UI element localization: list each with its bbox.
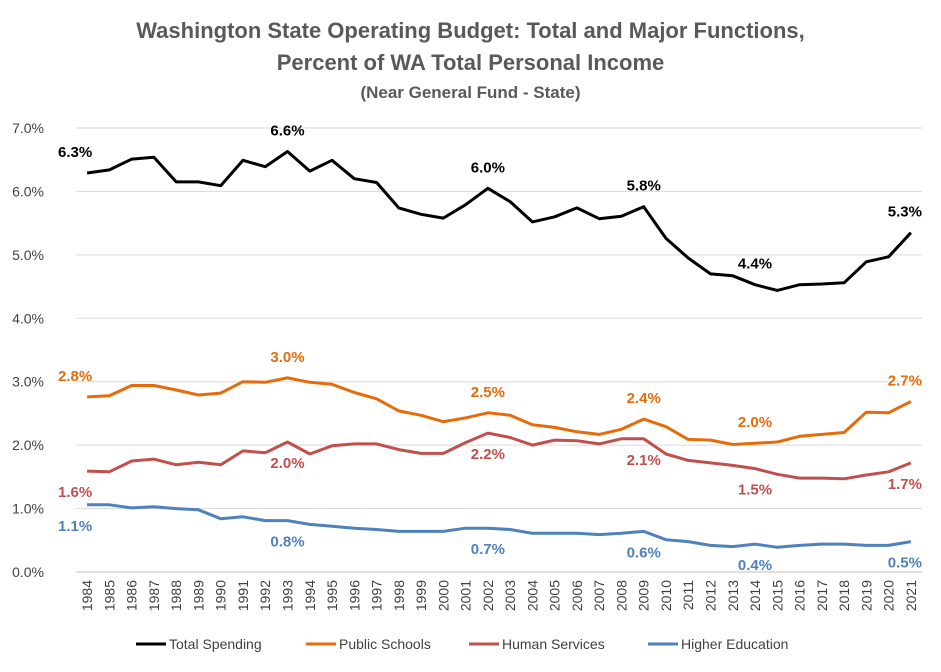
data-label: 1.1% [58, 518, 92, 535]
x-tick-label: 1993 [280, 580, 296, 611]
data-label: 2.4% [627, 390, 661, 407]
x-tick-label: 2006 [569, 580, 585, 611]
data-label: 2.8% [58, 368, 92, 385]
x-tick-label: 1996 [346, 580, 362, 611]
chart-title-line2: Percent of WA Total Personal Income [276, 50, 665, 75]
data-label: 1.6% [58, 484, 92, 501]
y-tick-label: 6.0% [12, 183, 44, 199]
x-tick-label: 2004 [524, 580, 540, 611]
x-tick-label: 1992 [257, 580, 273, 611]
x-tick-label: 2019 [858, 580, 874, 611]
x-tick-label: 2000 [435, 580, 451, 611]
legend-label: Total Spending [169, 636, 262, 652]
x-tick-label: 2014 [747, 580, 763, 611]
data-label: 5.3% [888, 204, 922, 221]
series-line-total-spending [86, 150, 913, 292]
x-tick-label: 2008 [613, 580, 629, 611]
y-tick-label: 5.0% [12, 247, 44, 263]
x-tick-label: 2002 [480, 580, 496, 611]
x-tick-label: 1999 [413, 580, 429, 611]
x-tick-label: 1988 [168, 580, 184, 611]
x-tick-label: 1991 [235, 580, 251, 611]
data-label: 1.5% [738, 482, 772, 499]
series-lines [86, 150, 913, 549]
data-label: 6.3% [58, 144, 92, 161]
data-label: 0.8% [270, 534, 304, 551]
x-tick-label: 2020 [881, 580, 897, 611]
gridlines [76, 127, 922, 510]
x-tick-label: 2021 [903, 580, 919, 611]
data-label: 1.7% [888, 476, 922, 493]
y-tick-label: 3.0% [12, 374, 44, 390]
series-line-higher-education [87, 503, 912, 549]
series-line-human-services [87, 431, 912, 481]
y-tick-label: 0.0% [12, 564, 44, 580]
data-label: 5.8% [627, 178, 661, 195]
x-tick-label: 1989 [190, 580, 206, 611]
x-tick-label: 2012 [703, 580, 719, 611]
data-label: 0.4% [738, 557, 772, 574]
data-label: 2.5% [471, 384, 505, 401]
x-tick-label: 2011 [680, 580, 696, 610]
x-tick-label: 2018 [836, 580, 852, 611]
data-label: 3.0% [270, 349, 304, 366]
data-label: 6.0% [471, 159, 505, 176]
x-tick-label: 2007 [591, 580, 607, 611]
legend-label: Human Services [502, 636, 605, 652]
x-tick-label: 2015 [769, 580, 785, 611]
x-tick-label: 2005 [547, 580, 563, 611]
y-tick-label: 7.0% [12, 120, 44, 136]
x-tick-label: 2001 [458, 580, 474, 611]
x-tick-label: 2013 [725, 580, 741, 611]
x-tick-label: 1990 [213, 580, 229, 611]
data-label: 0.5% [888, 555, 922, 572]
x-tick-label: 2016 [792, 580, 808, 611]
data-label: 2.0% [270, 455, 304, 472]
legend: Total Spending Public Schools Human Servic… [136, 636, 788, 652]
x-tick-label: 1987 [146, 580, 162, 611]
legend-label: Public Schools [339, 636, 431, 652]
x-tick-label: 2010 [658, 580, 674, 611]
y-tick-label: 4.0% [12, 310, 44, 326]
data-label: 2.1% [627, 452, 661, 469]
data-label: 4.4% [738, 256, 772, 273]
legend-label: Higher Education [681, 636, 788, 652]
x-tick-label: 2003 [502, 580, 518, 611]
data-label: 0.7% [471, 541, 505, 558]
chart-subtitle: (Near General Fund - State) [360, 83, 581, 102]
x-tick-label: 1995 [324, 580, 340, 611]
data-label: 0.6% [627, 544, 661, 561]
series-line-public-schools [87, 376, 912, 446]
x-tick-label: 1998 [391, 580, 407, 611]
data-labels: 6.3% 6.6% 6.0% 5.8% 4.4% 5.3% 2.8% 3.0% 2.5% 2.4%… [58, 122, 922, 574]
x-tick-label: 1984 [79, 580, 95, 611]
x-tick-label: 2009 [636, 580, 652, 611]
data-label: 2.2% [471, 446, 505, 463]
x-tick-label: 1985 [101, 580, 117, 611]
chart-title: Washington State Operating Budget: Total… [136, 18, 805, 43]
data-label: 2.0% [738, 414, 772, 431]
y-tick-label: 1.0% [12, 501, 44, 517]
y-tick-label: 2.0% [12, 437, 44, 453]
x-tick-label: 1997 [369, 580, 385, 611]
y-axis: 0.0% 1.0% 2.0% 3.0% 4.0% 5.0% 6.0% 7.0% [12, 120, 44, 580]
x-tick-label: 2017 [814, 580, 830, 611]
x-tick-label: 1986 [124, 580, 140, 611]
data-label: 2.7% [888, 372, 922, 389]
data-label: 6.6% [270, 122, 304, 139]
x-axis: 1984 1985 1986 1987 1988 1989 1990 1991 1992 1993… [76, 571, 922, 611]
x-tick-label: 1994 [302, 580, 318, 611]
